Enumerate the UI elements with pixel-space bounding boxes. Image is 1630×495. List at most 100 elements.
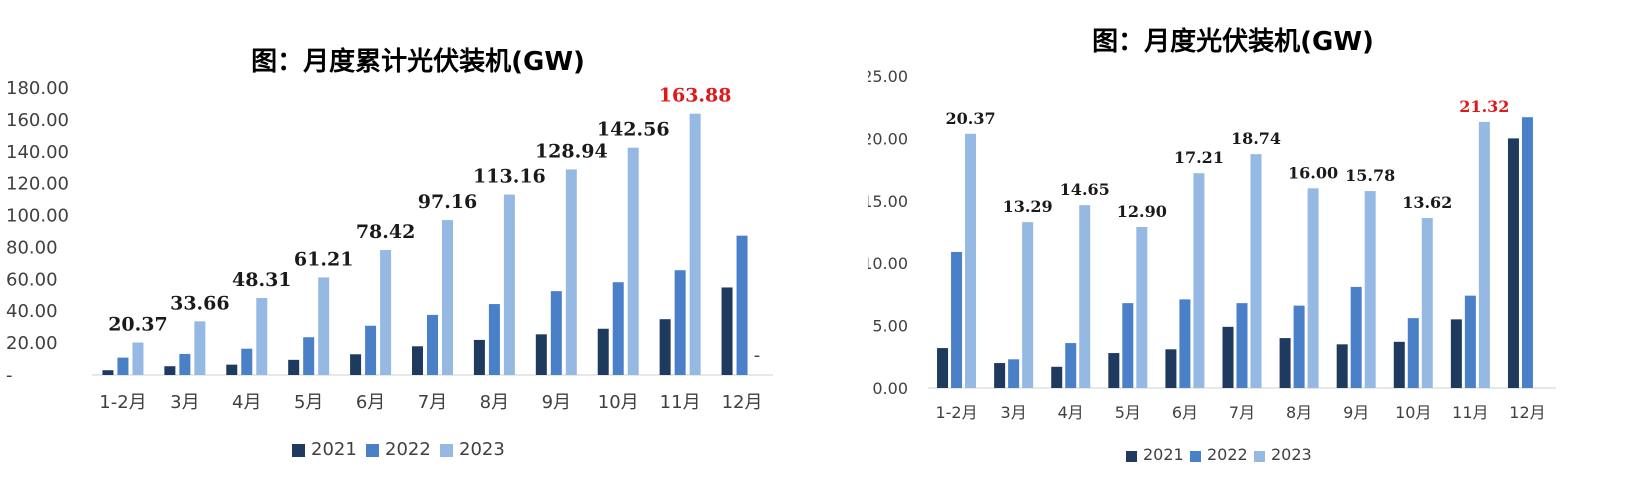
data-label: 18.74 [1231,129,1281,148]
x-tick-label: 4月 [232,392,261,413]
bar-2021 [164,366,176,375]
y-tick-label: 120.00 [6,174,69,195]
bar-2022 [736,235,748,375]
bar-2022 [1179,299,1191,388]
x-tick-label: 4月 [1058,403,1084,422]
x-tick-label: 11月 [660,392,701,413]
legend-swatch-2021 [292,444,305,457]
legend-label: 2022 [1207,445,1248,464]
bar-2021 [937,348,949,388]
x-tick-label: 10月 [1395,403,1431,422]
chart-title: 图：月度累计光伏装机(GW) [251,46,585,77]
y-tick-label: 5.00 [872,317,908,336]
legend-swatch-2023 [1254,451,1265,462]
bar-2023 [565,169,577,375]
bar-2023 [1079,205,1091,388]
bar-2022 [365,325,377,375]
bar-2021 [473,339,485,375]
bar-2021 [1279,338,1291,388]
bar-2022 [1122,303,1134,388]
bar-2021 [597,328,609,375]
bar-2022 [1350,286,1362,388]
bar-2022 [1008,359,1020,388]
bar-2022 [303,337,315,375]
data-label: 97.16 [418,191,478,213]
bar-2021 [1165,349,1177,388]
bar-2023 [627,147,639,375]
bar-2023 [1193,173,1205,388]
data-label: 20.37 [108,314,168,336]
bar-2021 [659,319,671,375]
x-tick-label: 7月 [1229,403,1255,422]
data-label: 33.66 [170,292,230,314]
bar-2023 [965,133,977,388]
bar-2022 [674,270,686,375]
x-tick-label: 1-2月 [99,392,146,413]
y-tick-label: 20.00 [868,129,908,148]
bar-2023 [689,113,701,375]
bar-2022 [1464,295,1476,388]
bar-2022 [117,357,129,375]
bar-2022 [612,282,624,375]
bar-2021 [412,346,423,375]
legend-label: 2023 [1271,445,1312,464]
bar-2023 [1307,188,1319,388]
y-tick-label: 80.00 [6,237,58,258]
x-tick-label: 8月 [1286,403,1312,422]
bar-2021 [535,334,547,375]
bar-2023 [1421,218,1433,388]
x-tick-label: 9月 [1343,403,1369,422]
bar-2022 [427,314,438,375]
legend-swatch-2023 [440,444,453,457]
y-tick-label: 10.00 [868,254,908,273]
data-label: 15.78 [1345,166,1395,185]
data-label: 13.62 [1402,193,1452,212]
data-label: 163.88 [659,85,732,107]
x-tick-label: 12月 [1509,403,1545,422]
bar-2023 [1478,121,1490,389]
bar-2023 [1250,154,1262,388]
x-tick-label: 3月 [170,392,199,413]
legend-label: 2022 [385,439,431,460]
legend-label: 2021 [311,439,357,460]
y-tick-label: 60.00 [6,269,58,290]
bar-2023 [318,277,330,375]
bar-2021 [1393,341,1405,388]
data-label: 48.31 [232,269,292,291]
bar-2023 [132,342,144,375]
bar-2021 [102,370,114,375]
y-tick-label: 20.00 [6,333,58,354]
bar-2022 [951,251,963,388]
bar-2021 [721,287,733,375]
y-tick-label: 40.00 [6,301,58,322]
legend-label: 2023 [459,439,505,460]
bar-2021 [226,364,238,375]
data-label: 78.42 [356,221,416,243]
bar-2023 [194,321,206,375]
data-label: 16.00 [1288,163,1338,182]
x-tick-label: 8月 [480,392,509,413]
bar-2021 [350,354,362,375]
bar-2023 [442,220,453,375]
bar-2023 [380,249,392,375]
x-tick-label: 6月 [356,392,385,413]
y-tick-label: 0.00 [872,379,908,398]
bar-2022 [550,291,562,375]
x-tick-label: 10月 [598,392,639,413]
bar-2023 [1136,227,1148,388]
bar-2021 [1051,366,1063,388]
x-tick-label: 9月 [542,392,571,413]
bar-2022 [1521,117,1533,389]
y-tick-label: - [6,365,13,386]
data-label: 12.90 [1117,202,1167,221]
bar-2021 [1507,138,1519,388]
legend-swatch-2022 [366,444,379,457]
x-tick-label: 7月 [418,392,447,413]
data-label: 17.21 [1174,148,1224,167]
bar-2021 [1450,319,1462,388]
data-label: 128.94 [535,140,608,162]
legend-swatch-2021 [1126,451,1137,462]
bar-2023 [1022,222,1034,388]
y-tick-label: 15.00 [868,192,908,211]
bar-2022 [179,353,191,375]
